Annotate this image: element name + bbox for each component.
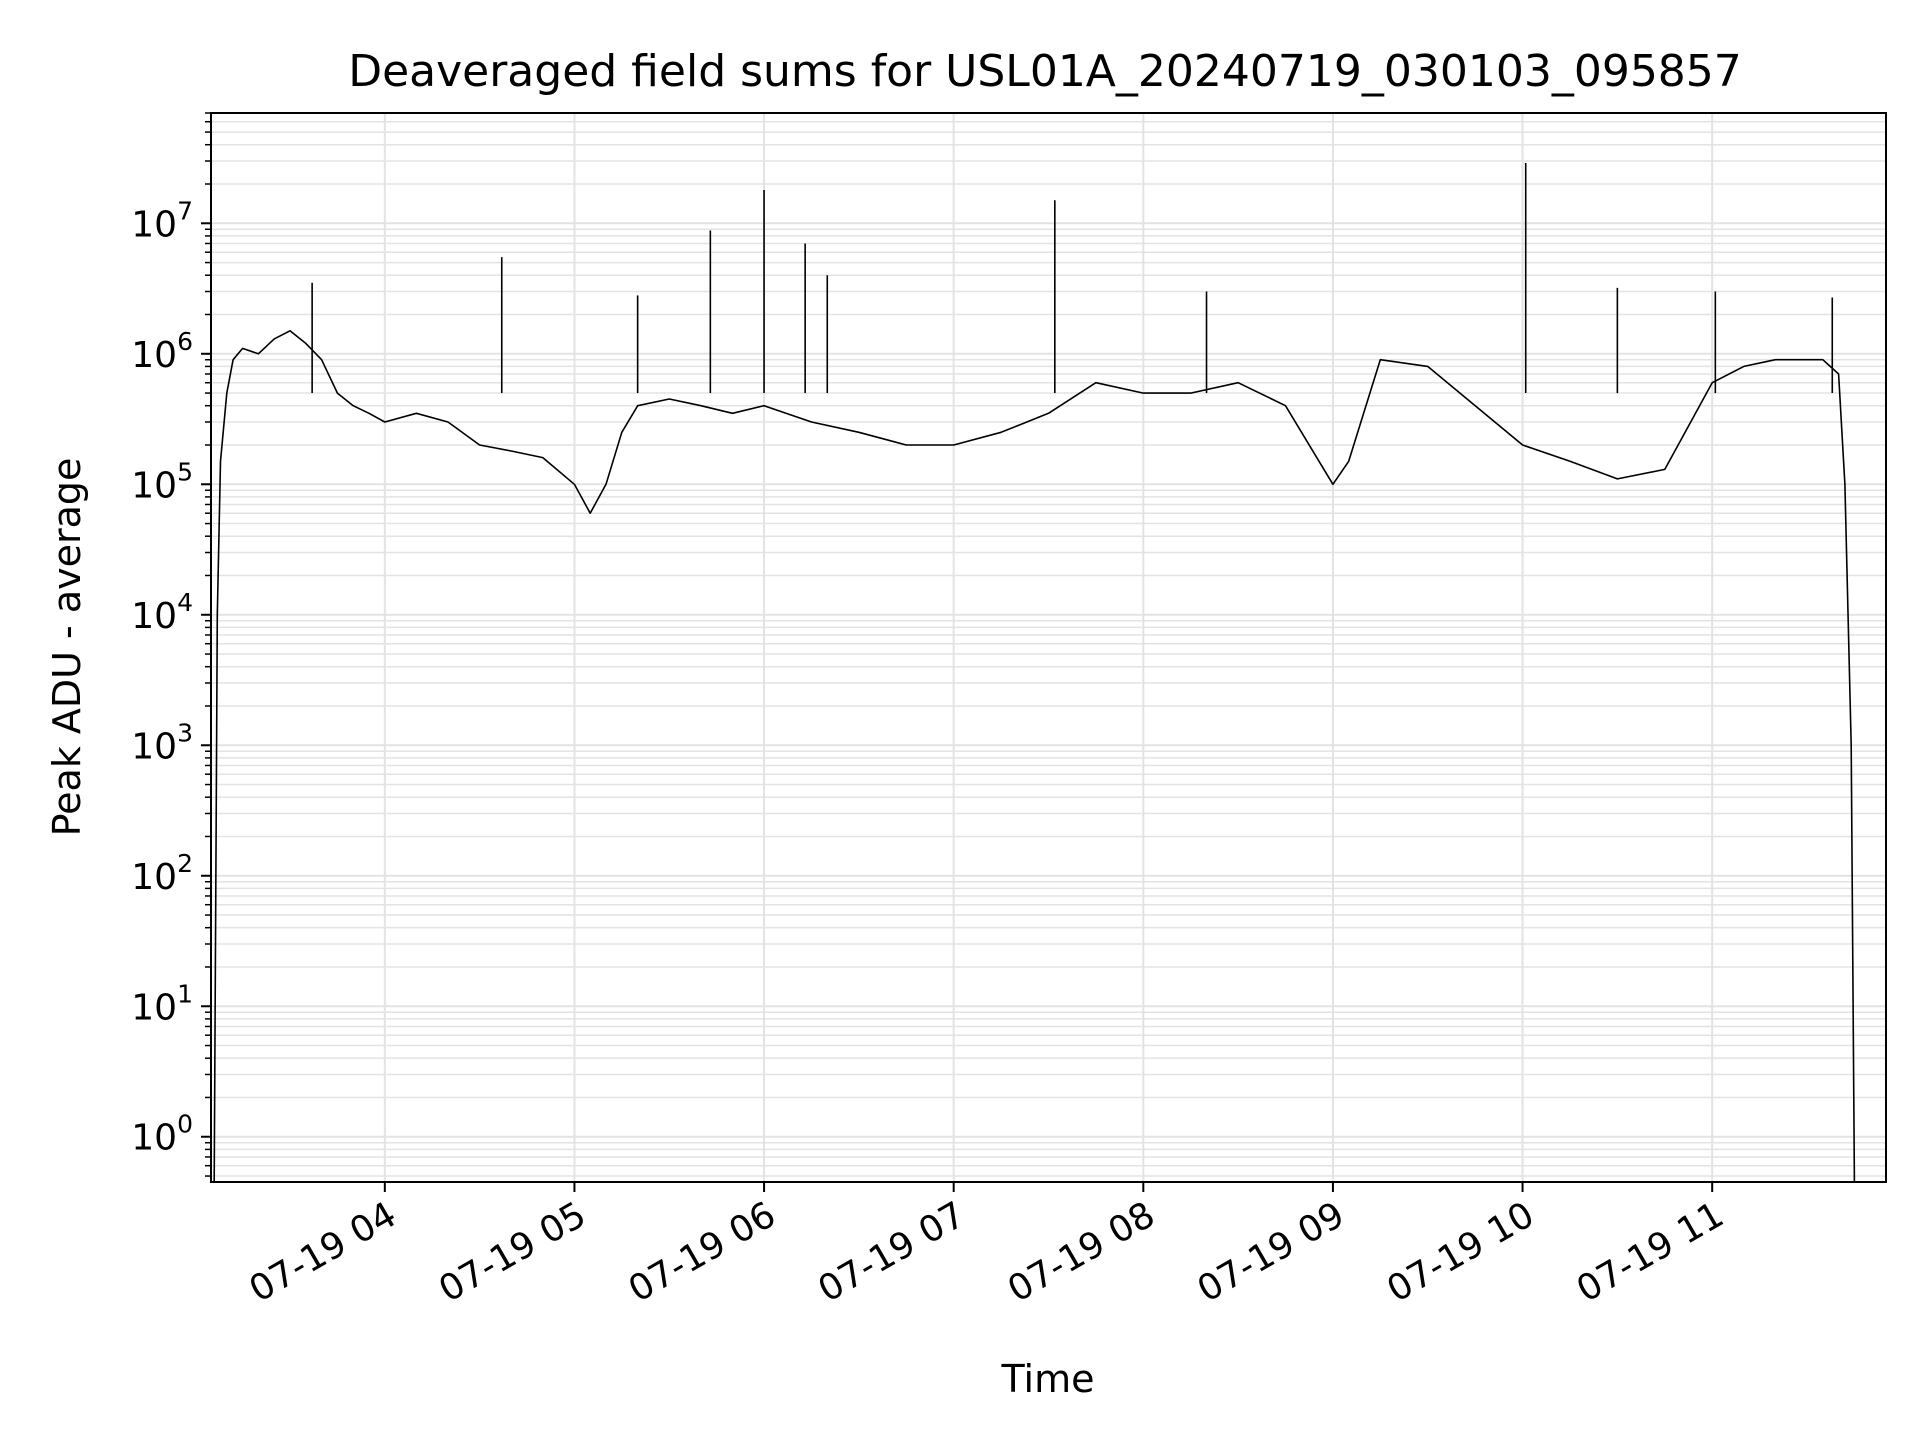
y-tick-label: 104 [131, 588, 193, 637]
y-tick-label: 105 [131, 457, 193, 506]
chart-title: Deaveraged field sums for USL01A_2024071… [348, 46, 1742, 97]
plot-area [213, 162, 1856, 1183]
x-axis-label: Time [1001, 1357, 1095, 1401]
minor-gridlines [211, 112, 1886, 1177]
y-tick-label: 106 [131, 327, 193, 376]
series-line [213, 329, 1856, 1183]
y-tick-label: 107 [131, 196, 193, 245]
y-axis-label: Peak ADU - average [45, 458, 89, 837]
major-gridlines [211, 113, 1886, 1182]
plot-frame [210, 112, 1887, 1183]
y-tick-label: 103 [131, 718, 193, 767]
y-tick-label: 101 [131, 979, 193, 1028]
y-axis: 100 101 102 103 104 105 106 107 [131, 112, 211, 1177]
y-tick-label: 100 [131, 1110, 193, 1159]
y-tick-label: 102 [131, 849, 193, 898]
